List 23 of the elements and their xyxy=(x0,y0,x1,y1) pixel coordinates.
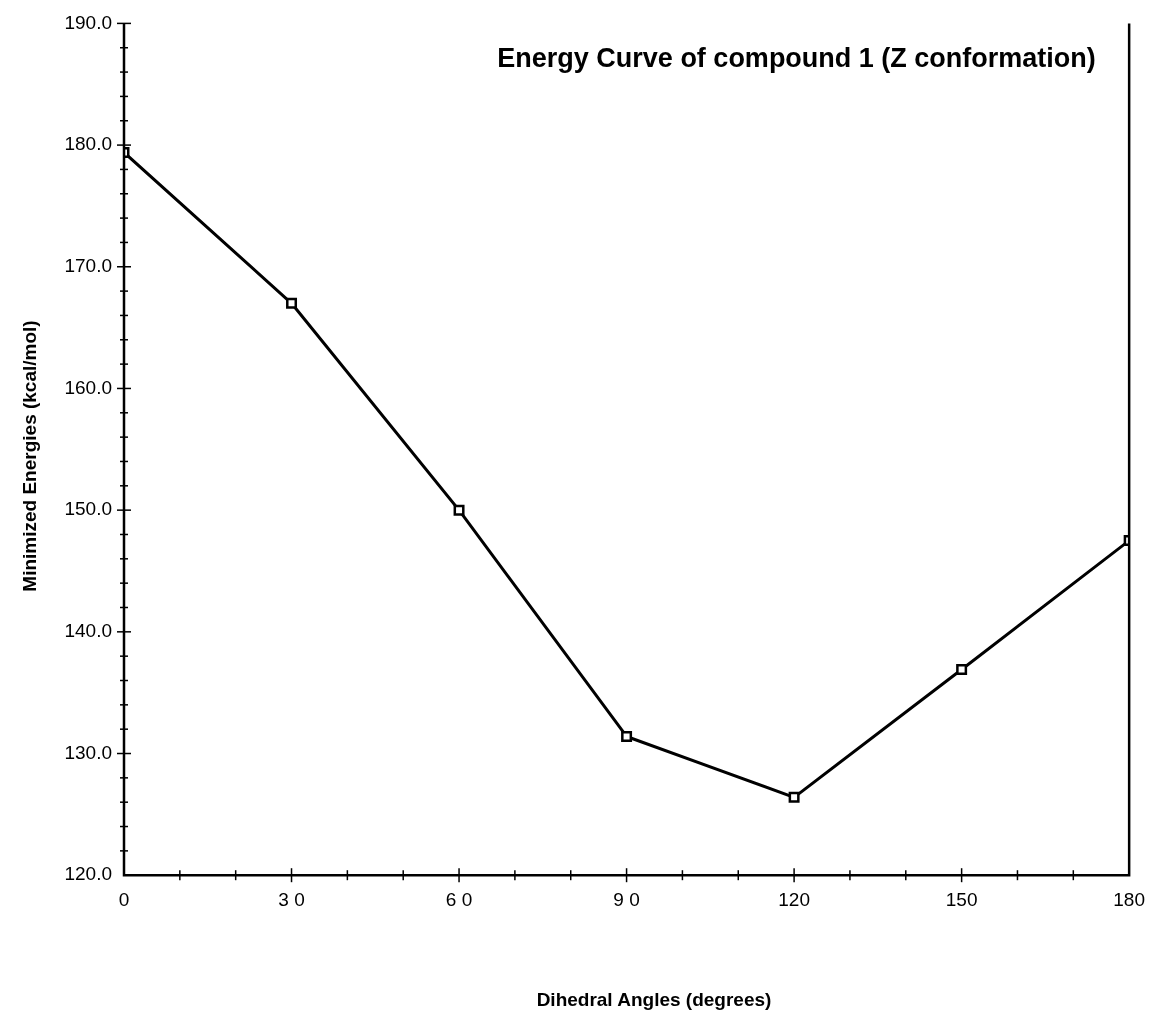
point xyxy=(286,297,298,309)
y-tick-label: 130.0 xyxy=(64,741,112,763)
point xyxy=(956,664,968,676)
y-tick-label: 150.0 xyxy=(64,498,112,520)
x-tick-label: 150 xyxy=(945,888,978,910)
y-tick-label: 140.0 xyxy=(64,620,112,642)
x-tick-label: 6 0 xyxy=(445,888,473,910)
y-tick-label: 120.0 xyxy=(64,863,112,885)
y-tick-label: 180.0 xyxy=(64,133,112,155)
x-tick-label: 120 xyxy=(778,888,810,910)
x-tick-label: 180 xyxy=(1113,888,1145,910)
y-axis-title: Minimized Energies (kcal/mol) xyxy=(19,320,41,592)
x-axis-title: Dihedral Angles (degrees) xyxy=(536,989,772,1011)
x-tick-label: 9 0 xyxy=(613,888,640,910)
text: Energy Curve of compound 1 (Z conformation) xyxy=(497,42,1096,73)
y-tick-label: 160.0 xyxy=(64,376,112,398)
point xyxy=(621,730,633,742)
x-tick-label: 3 0 xyxy=(278,888,305,910)
x-tick-label: 0 xyxy=(118,888,130,910)
y-tick-label: 170.0 xyxy=(64,255,112,277)
y-tick-label: 190.0 xyxy=(64,11,112,33)
point xyxy=(453,504,465,516)
point xyxy=(788,791,800,803)
